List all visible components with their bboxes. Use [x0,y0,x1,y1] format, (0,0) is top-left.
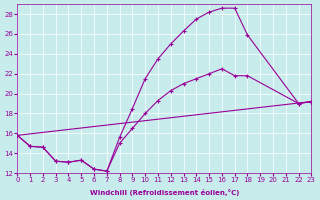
X-axis label: Windchill (Refroidissement éolien,°C): Windchill (Refroidissement éolien,°C) [90,189,239,196]
